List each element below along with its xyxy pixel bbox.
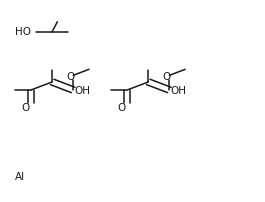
Text: Al: Al <box>15 172 25 182</box>
Text: OH: OH <box>170 86 186 96</box>
Text: OH: OH <box>74 86 90 96</box>
Text: O: O <box>162 72 170 82</box>
Text: O: O <box>66 72 74 82</box>
Text: O: O <box>21 103 29 113</box>
Text: HO: HO <box>15 27 31 37</box>
Text: O: O <box>117 103 126 113</box>
